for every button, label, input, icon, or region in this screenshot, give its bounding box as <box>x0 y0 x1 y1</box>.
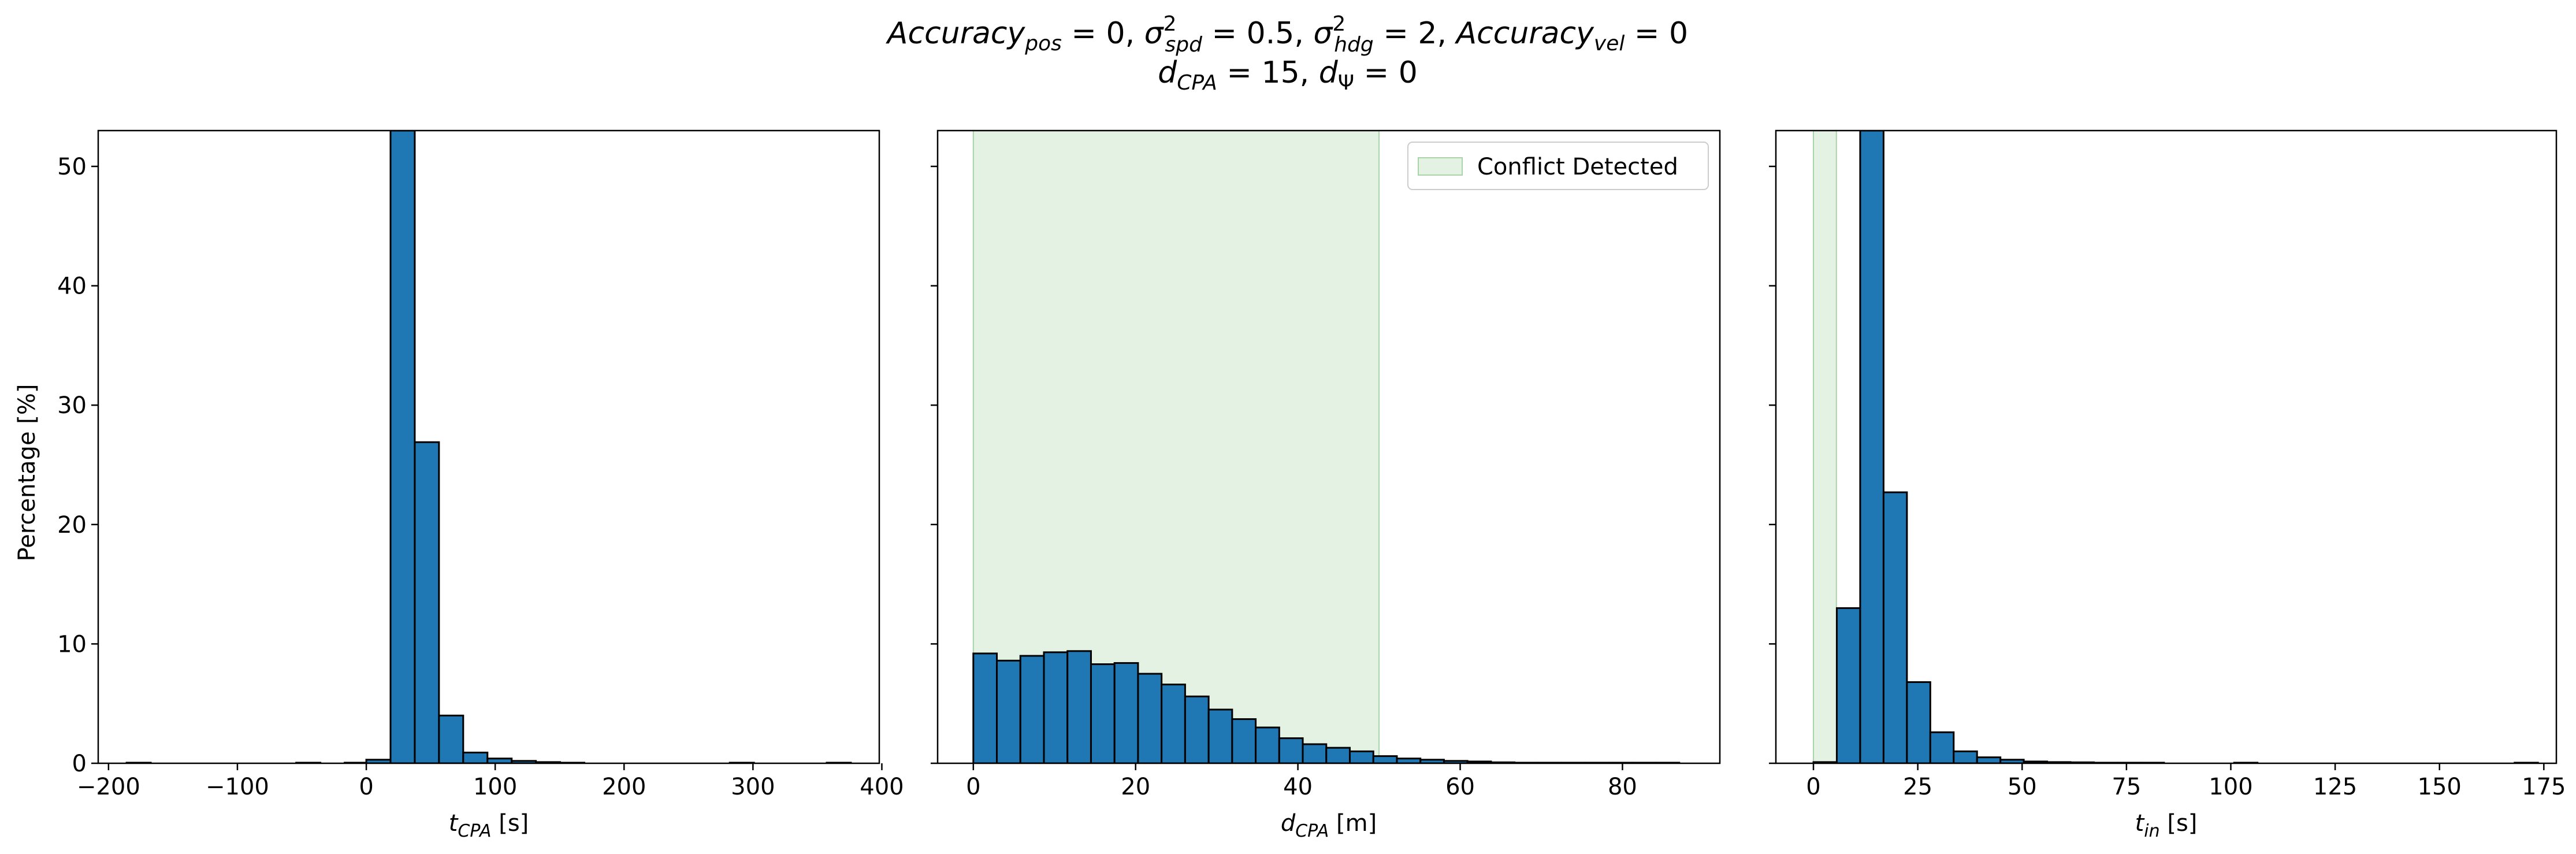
panel-dcpa: 0 20 40 60 80 dCPA [m] Conflict Detected <box>931 129 1721 841</box>
legend-swatch <box>1418 157 1463 176</box>
y-tick-label-tcpa: 20 <box>57 512 87 539</box>
x-tick-label-tcpa: 0 <box>359 774 373 800</box>
conflict-region-tin <box>1813 130 1837 764</box>
bar-dcpa-10 <box>1207 708 1233 763</box>
bar-dcpa-8 <box>1161 684 1186 763</box>
x-tick-label-tcpa: 200 <box>602 774 646 800</box>
y-tick-label-tcpa: 10 <box>57 631 87 658</box>
bar-dcpa-7 <box>1137 673 1163 763</box>
bar-dcpa-1 <box>996 659 1021 763</box>
bar-dcpa-14 <box>1302 743 1328 763</box>
x-tick-label-tcpa: 100 <box>473 774 517 800</box>
figure-title-line-1: Accuracypos = 0, σ2 spd = 0.5, σ2 hdg = 2,… <box>886 12 1688 57</box>
y-tick-label-tcpa: 30 <box>57 392 87 419</box>
bar-dcpa-15 <box>1325 747 1351 763</box>
legend-label: Conflict Detected <box>1477 154 1678 180</box>
panel-tin: 0 25 50 75 100 125 150 175 tin [s] <box>1769 129 2566 841</box>
bar-tin-4 <box>1906 681 1931 763</box>
x-tick-label-dcpa: 60 <box>1445 774 1475 800</box>
bar-tcpa-5 <box>414 441 440 763</box>
bar-dcpa-2 <box>1019 655 1045 763</box>
bar-dcpa-6 <box>1113 662 1139 763</box>
bar-dcpa-5 <box>1090 663 1116 763</box>
x-tick-label-tcpa: −100 <box>206 774 269 800</box>
x-tick-label-dcpa: 0 <box>966 774 980 800</box>
x-axis-label-tcpa: tCPA [s] <box>449 810 529 841</box>
figure-title-line-2: dCPA = 15, dΨ = 0 <box>1158 55 1418 95</box>
panel-tcpa: −200 −100 0 100 200 300 400 0 10 20 30 40 50 tCPA [s] <box>57 129 904 841</box>
x-tick-label-dcpa: 40 <box>1283 774 1313 800</box>
x-tick-label-tcpa: 300 <box>731 774 775 800</box>
y-tick-label-tcpa: 50 <box>57 154 87 180</box>
bar-dcpa-0 <box>972 652 998 763</box>
bar-tin-6 <box>1953 750 1978 763</box>
x-axis-label-tin: tin [s] <box>2135 810 2198 841</box>
bar-dcpa-9 <box>1184 695 1210 763</box>
x-tick-label-tcpa: 400 <box>860 774 904 800</box>
x-tick-label-tin: 0 <box>1806 774 1820 800</box>
bar-tin-3 <box>1882 491 1908 763</box>
bar-dcpa-17 <box>1372 755 1398 763</box>
bar-tcpa-6 <box>438 714 464 763</box>
x-tick-label-tin: 100 <box>2209 774 2252 800</box>
x-tick-label-tin: 175 <box>2522 774 2566 800</box>
legend: Conflict Detected <box>1407 142 1709 190</box>
bar-tin-2 <box>1859 131 1884 763</box>
axes-frame-tcpa <box>97 129 880 764</box>
bar-tcpa-7 <box>462 751 489 763</box>
bar-tin-5 <box>1929 731 1955 763</box>
bar-tin-1 <box>1835 607 1861 763</box>
y-tick-label-tcpa: 0 <box>72 751 87 777</box>
y-axis-label: Percentage [%] <box>14 384 40 562</box>
x-tick-label-dcpa: 80 <box>1608 774 1637 800</box>
x-tick-label-tin: 25 <box>1903 774 1932 800</box>
x-tick-label-tin: 75 <box>2112 774 2141 800</box>
x-tick-label-tin: 150 <box>2418 774 2462 800</box>
bar-tin-7 <box>1976 756 2002 763</box>
x-tick-label-tin: 50 <box>2008 774 2037 800</box>
x-tick-label-tin: 125 <box>2313 774 2357 800</box>
bar-dcpa-12 <box>1255 726 1280 763</box>
bar-tcpa-4 <box>389 131 416 763</box>
axes-frame-dcpa <box>936 129 1721 764</box>
bar-dcpa-16 <box>1349 750 1374 763</box>
x-tick-label-tcpa: −200 <box>77 774 140 800</box>
bar-dcpa-11 <box>1231 718 1257 763</box>
legend-box <box>1407 142 1709 190</box>
bar-dcpa-3 <box>1043 651 1069 763</box>
x-axis-label-dcpa: dCPA [m] <box>1281 810 1377 841</box>
bar-dcpa-13 <box>1278 737 1304 763</box>
x-tick-label-dcpa: 20 <box>1121 774 1150 800</box>
bar-dcpa-4 <box>1066 650 1092 763</box>
axes-frame-tin <box>1775 129 2558 764</box>
y-tick-label-tcpa: 40 <box>57 273 87 300</box>
